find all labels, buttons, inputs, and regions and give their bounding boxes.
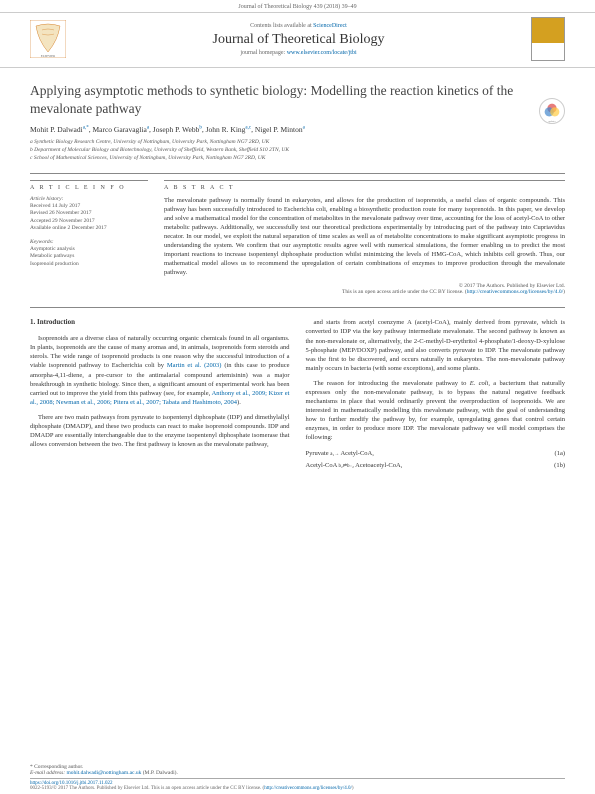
homepage-line: journal homepage: www.elsevier.com/locat… [66, 50, 531, 56]
svg-text:updates: updates [548, 121, 555, 123]
equation-1a: Pyruvate a₁→ Acetyl-CoA, (1a) [306, 449, 566, 458]
keywords-block: Keywords: Asymptotic analysis Metabolic … [30, 239, 148, 269]
abstract-column: A B S T R A C T The mevalonate pathway i… [164, 180, 565, 296]
corresponding-author-note: * Corresponding author. E-mail address: … [30, 764, 178, 776]
journal-cover-thumbnail [531, 17, 565, 61]
copyright-block: © 2017 The Authors. Published by Elsevie… [164, 283, 565, 295]
authors-list: Mohit P. Dalwadia,*, Marco Garavagliaa, … [30, 125, 565, 134]
check-updates-icon[interactable]: updates [539, 98, 565, 124]
article-info-column: A R T I C L E I N F O Article history: R… [30, 180, 148, 296]
footer-bar: https://doi.org/10.1016/j.jtbi.2017.11.0… [30, 778, 565, 791]
elsevier-logo: ELSEVIER [30, 20, 66, 58]
page-citation: Journal of Theoretical Biology 439 (2018… [0, 0, 595, 12]
article-title: Applying asymptotic methods to synthetic… [30, 82, 565, 117]
abstract-text: The mevalonate pathway is normally found… [164, 196, 565, 278]
article-history: Article history: Received 14 July 2017 R… [30, 196, 148, 233]
body-para-3: and starts from acetyl coenzyme A (acety… [306, 318, 566, 373]
svg-text:ELSEVIER: ELSEVIER [41, 54, 55, 58]
article-info-head: A R T I C L E I N F O [30, 185, 148, 191]
body-para-1: Isoprenoids are a diverse class of natur… [30, 334, 290, 407]
affiliations: a Synthetic Biology Research Centre, Uni… [30, 139, 565, 162]
contents-line: Contents lists available at ScienceDirec… [66, 23, 531, 29]
body-columns: 1. Introduction Isoprenoids are a divers… [30, 318, 565, 472]
journal-header-bar: ELSEVIER Contents lists available at Sci… [0, 12, 595, 68]
body-para-4: The reason for introducing the mevalonat… [306, 379, 566, 443]
journal-name: Journal of Theoretical Biology [66, 32, 531, 48]
body-para-2: There are two main pathways from pyruvat… [30, 413, 290, 449]
equation-1b: Acetyl-CoA b₂⇌b₋₂ Acetoacetyl-CoA, (1b) [306, 461, 566, 470]
left-column: 1. Introduction Isoprenoids are a divers… [30, 318, 290, 472]
intro-heading: 1. Introduction [30, 318, 290, 328]
cc-license-link[interactable]: http://creativecommons.org/licenses/by/4… [467, 289, 563, 295]
right-column: and starts from acetyl coenzyme A (acety… [306, 318, 566, 472]
sciencedirect-link[interactable]: ScienceDirect [313, 23, 347, 29]
homepage-link[interactable]: www.elsevier.com/locate/jtbi [287, 50, 357, 56]
footer-cc-link[interactable]: http://creativecommons.org/licenses/by/4… [264, 786, 352, 791]
citation-link-martin[interactable]: Martin et al. (2003) [167, 362, 222, 369]
section-divider [30, 307, 565, 308]
author-email-link[interactable]: mohit.dalwadi@nottingham.ac.uk [66, 770, 141, 776]
abstract-head: A B S T R A C T [164, 185, 565, 191]
